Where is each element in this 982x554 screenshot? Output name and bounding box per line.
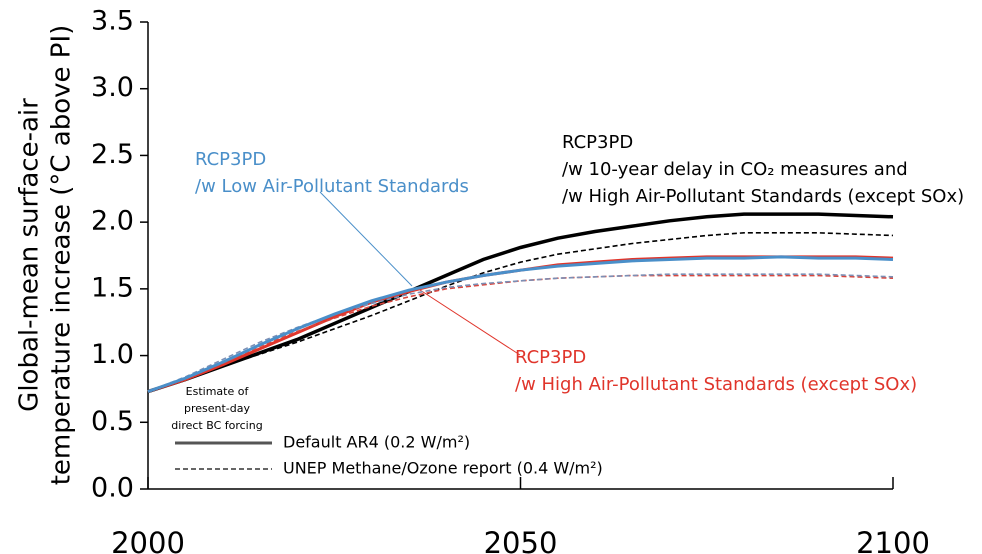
y-axis-label: Global-mean surface-air bbox=[15, 98, 45, 412]
y-axis-label: temperature increase (°C above PI) bbox=[47, 25, 77, 486]
y-tick-label: 1.0 bbox=[91, 339, 134, 370]
annotation: /w Low Air-Pollutant Standards bbox=[195, 176, 469, 197]
series-line bbox=[147, 273, 894, 393]
legend-title: Estimate of bbox=[186, 385, 250, 398]
legend-label: Default AR4 (0.2 W/m²) bbox=[283, 433, 470, 452]
leader-line bbox=[319, 191, 413, 287]
y-tick-label: 3.5 bbox=[91, 6, 134, 37]
y-tick-label: 1.5 bbox=[91, 272, 134, 303]
x-tick-label: 2050 bbox=[484, 526, 558, 554]
annotation: RCP3PD bbox=[195, 149, 266, 170]
annotation: RCP3PD bbox=[562, 132, 633, 153]
series-line bbox=[147, 232, 894, 393]
leader-line bbox=[419, 289, 521, 356]
y-tick-label: 2.0 bbox=[91, 206, 134, 237]
series-line bbox=[147, 255, 894, 394]
y-tick-label: 2.5 bbox=[91, 139, 134, 170]
legend-label: UNEP Methane/Ozone report (0.4 W/m²) bbox=[283, 459, 603, 478]
legend-title: present-day bbox=[184, 402, 251, 415]
series-line bbox=[147, 212, 894, 394]
y-tick-label: 0.0 bbox=[91, 473, 134, 504]
annotation: /w 10-year delay in CO₂ measures and bbox=[562, 159, 908, 180]
y-tick-label: 3.0 bbox=[91, 72, 134, 103]
annotation: /w High Air-Pollutant Standards (except … bbox=[562, 186, 964, 207]
series-line bbox=[147, 255, 894, 394]
y-tick-label: 0.5 bbox=[91, 406, 134, 437]
x-tick-label: 2000 bbox=[111, 526, 185, 554]
annotation: /w High Air-Pollutant Standards (except … bbox=[515, 374, 917, 395]
annotation: RCP3PD bbox=[515, 347, 586, 368]
legend-title: direct BC forcing bbox=[171, 419, 262, 432]
x-tick-label: 2100 bbox=[856, 526, 930, 554]
